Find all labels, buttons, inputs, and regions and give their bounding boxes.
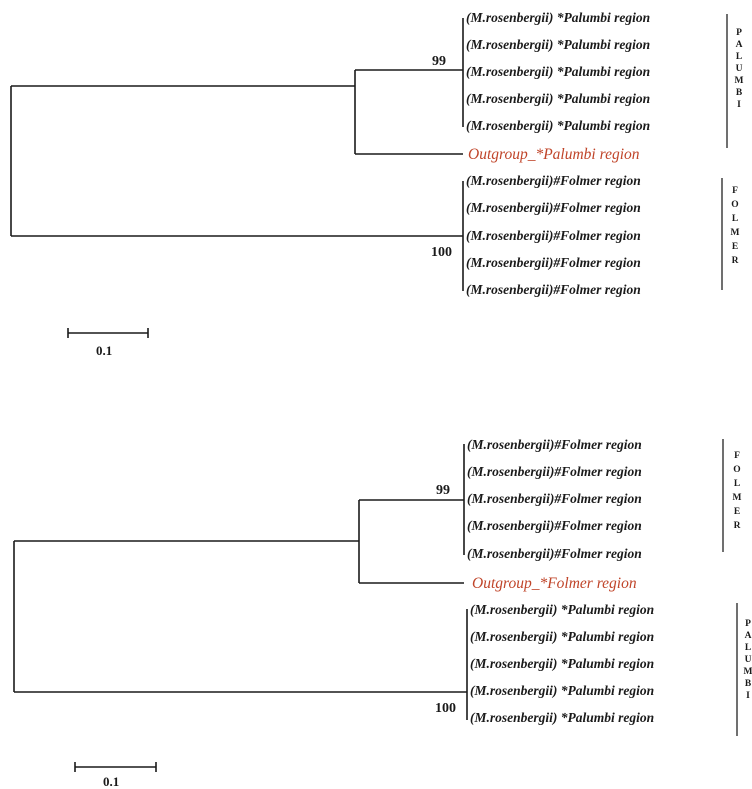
tree-1-leaf: (M.rosenbergii)#Folmer region [466, 200, 641, 215]
tree-1-group-label-palumbi: P A L U M B I [735, 28, 744, 110]
group-label-letter: O [733, 465, 740, 475]
group-label-letter: M [731, 228, 740, 238]
group-label-letter: B [745, 679, 752, 689]
tree-1-leaf: (M.rosenbergii)#Folmer region [466, 228, 641, 243]
group-label-letter: P [745, 619, 751, 629]
tree-2-support-value-clade-b: 100 [435, 701, 456, 716]
tree-2-group-label-palumbi: P A L U M B I [744, 619, 752, 701]
group-label-letter: R [734, 521, 741, 531]
group-label-letter: M [733, 493, 742, 503]
group-label-letter: L [745, 643, 751, 653]
tree-1-leaf: (M.rosenbergii) *Palumbi region [466, 37, 650, 52]
scale-bar-label: 0.1 [96, 343, 112, 358]
tree-1-support-value-clade-b: 100 [431, 245, 452, 260]
group-label-letter: I [737, 100, 741, 110]
group-label-letter: R [732, 256, 739, 266]
tree-1-leaf: (M.rosenbergii)#Folmer region [466, 282, 641, 297]
tree-1-support-value-clade-a: 99 [432, 54, 446, 69]
group-label-letter: E [734, 507, 740, 517]
tree-2-leaf: (M.rosenbergii) *Palumbi region [470, 710, 654, 725]
group-label-letter: B [736, 88, 743, 98]
tree-2-outgroup-label: Outgroup_*Folmer region [472, 575, 637, 592]
tree-1-leaf: (M.rosenbergii)#Folmer region [466, 173, 641, 188]
group-label-letter: A [745, 631, 752, 641]
group-label-letter: M [744, 667, 752, 677]
tree-2-leaf: (M.rosenbergii)#Folmer region [467, 437, 642, 452]
tree-1-outgroup-label: Outgroup_*Palumbi region [468, 146, 640, 163]
tree-1-group-label-folmer: F O L M E R [731, 186, 740, 266]
group-label-letter: F [734, 451, 740, 461]
tree-2-leaf: (M.rosenbergii)#Folmer region [467, 546, 642, 561]
group-label-letter: L [732, 214, 738, 224]
tree-2-leaf: (M.rosenbergii) *Palumbi region [470, 602, 654, 617]
group-label-letter: O [731, 200, 738, 210]
group-label-letter: U [745, 655, 752, 665]
tree-2-support-value-clade-a: 99 [436, 483, 450, 498]
tree-1-leaf: (M.rosenbergii)#Folmer region [466, 255, 641, 270]
tree-2-leaf: (M.rosenbergii)#Folmer region [467, 518, 642, 533]
tree-2-leaf: (M.rosenbergii) *Palumbi region [470, 629, 654, 644]
group-label-letter: F [732, 186, 738, 196]
tree-2-scale-bar: 0.1 [74, 762, 157, 789]
tree-2-leaf: (M.rosenbergii)#Folmer region [467, 464, 642, 479]
tree-2-leaf: (M.rosenbergii)#Folmer region [467, 491, 642, 506]
group-label-letter: P [736, 28, 742, 38]
group-label-letter: A [736, 40, 743, 50]
tree-2-group-label-folmer: F O L M E R [733, 451, 742, 531]
tree-2-leaf: (M.rosenbergii) *Palumbi region [470, 683, 654, 698]
tree-2: 99 100 (M.rosenbergii)#Folmer region (M.… [13, 437, 752, 789]
group-label-letter: L [734, 479, 740, 489]
group-label-letter: I [746, 691, 750, 701]
tree-1-leaf: (M.rosenbergii) *Palumbi region [466, 91, 650, 106]
tree-1-leaf: (M.rosenbergii) *Palumbi region [466, 64, 650, 79]
group-label-letter: M [735, 76, 744, 86]
tree-2-leaf: (M.rosenbergii) *Palumbi region [470, 656, 654, 671]
group-label-letter: E [732, 242, 738, 252]
scale-bar-label: 0.1 [103, 774, 119, 789]
group-label-letter: U [736, 64, 743, 74]
tree-1-scale-bar: 0.1 [67, 328, 149, 358]
tree-1: 99 100 (M.rosenbergii) *Palumbi region (… [10, 10, 744, 358]
group-label-letter: L [736, 52, 742, 62]
tree-1-leaf: (M.rosenbergii) *Palumbi region [466, 10, 650, 25]
tree-1-leaf: (M.rosenbergii) *Palumbi region [466, 118, 650, 133]
